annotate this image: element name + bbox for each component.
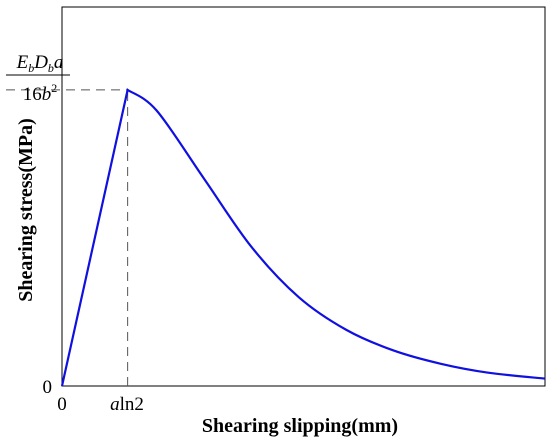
- y-tick-label-peak: EbDba 16b2: [6, 52, 70, 105]
- x-tick-label-zero: 0: [57, 394, 67, 415]
- plot-frame: [61, 6, 546, 387]
- label-part: a: [54, 52, 64, 73]
- label-part: E: [16, 52, 29, 73]
- label-part: b: [28, 61, 34, 75]
- label-part: b: [48, 61, 54, 75]
- label-part: b: [42, 84, 52, 105]
- peak-label-numerator: EbDba: [16, 52, 64, 75]
- peak-label-denominator: 16b2: [23, 81, 58, 105]
- label-part: ln2: [120, 394, 144, 415]
- y-tick-label-zero: 0: [43, 377, 53, 398]
- label-part: D: [33, 52, 48, 73]
- label-part: a: [110, 394, 120, 415]
- x-axis-title: Shearing slipping(mm): [202, 415, 398, 437]
- x-tick-label-peak: aln2: [110, 394, 144, 415]
- label-part: 16: [23, 84, 42, 105]
- y-axis-title: Shearing stress(MPa): [15, 118, 37, 302]
- series-line: [60, 88, 546, 387]
- label-part: 2: [51, 81, 57, 95]
- reference-lines: [6, 89, 129, 386]
